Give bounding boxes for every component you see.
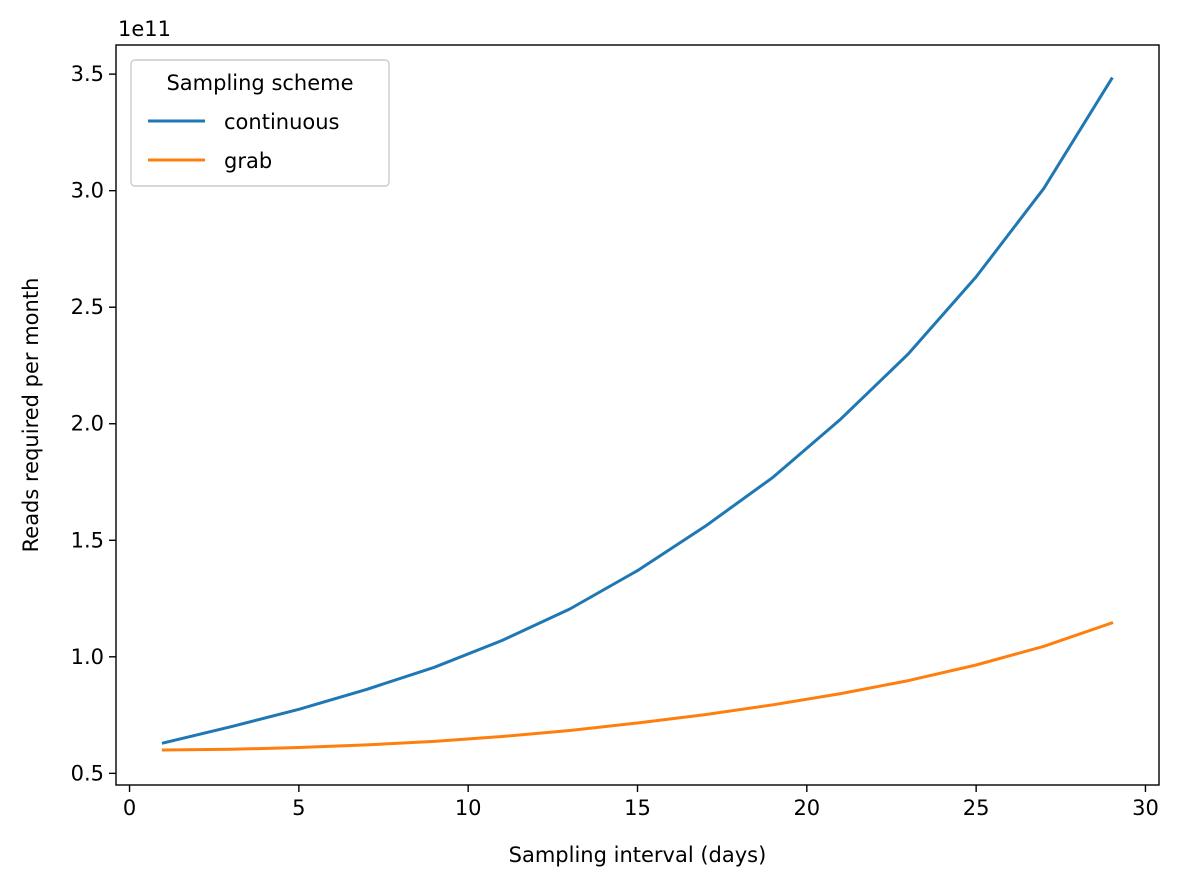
legend: Sampling scheme continuous grab [130,59,390,187]
x-tick-label: 10 [455,796,482,820]
x-tick-label: 5 [292,796,305,820]
y-tick-label: 3.5 [71,62,104,86]
legend-label-grab: grab [224,149,272,173]
y-tick-label: 3.0 [71,179,104,203]
y-tick-label: 1.0 [71,645,104,669]
x-tick-label: 0 [123,796,136,820]
legend-box [130,59,390,187]
y-offset-label: 1e11 [118,17,171,41]
series-line-grab [161,621,1114,752]
x-tick-label: 30 [1132,796,1159,820]
x-axis-label: Sampling interval (days) [509,843,767,867]
y-axis-label: Reads required per month [19,278,43,553]
y-tick-label: 2.0 [71,412,104,436]
legend-label-continuous: continuous [224,110,340,134]
series-line-continuous [161,76,1114,745]
x-tick-label: 20 [793,796,820,820]
y-tick-label: 0.5 [71,761,104,785]
x-tick-label: 15 [624,796,651,820]
y-tick-label: 2.5 [71,295,104,319]
legend-title: Sampling scheme [166,71,353,95]
y-tick-label: 1.5 [71,528,104,552]
x-tick-label: 25 [963,796,990,820]
